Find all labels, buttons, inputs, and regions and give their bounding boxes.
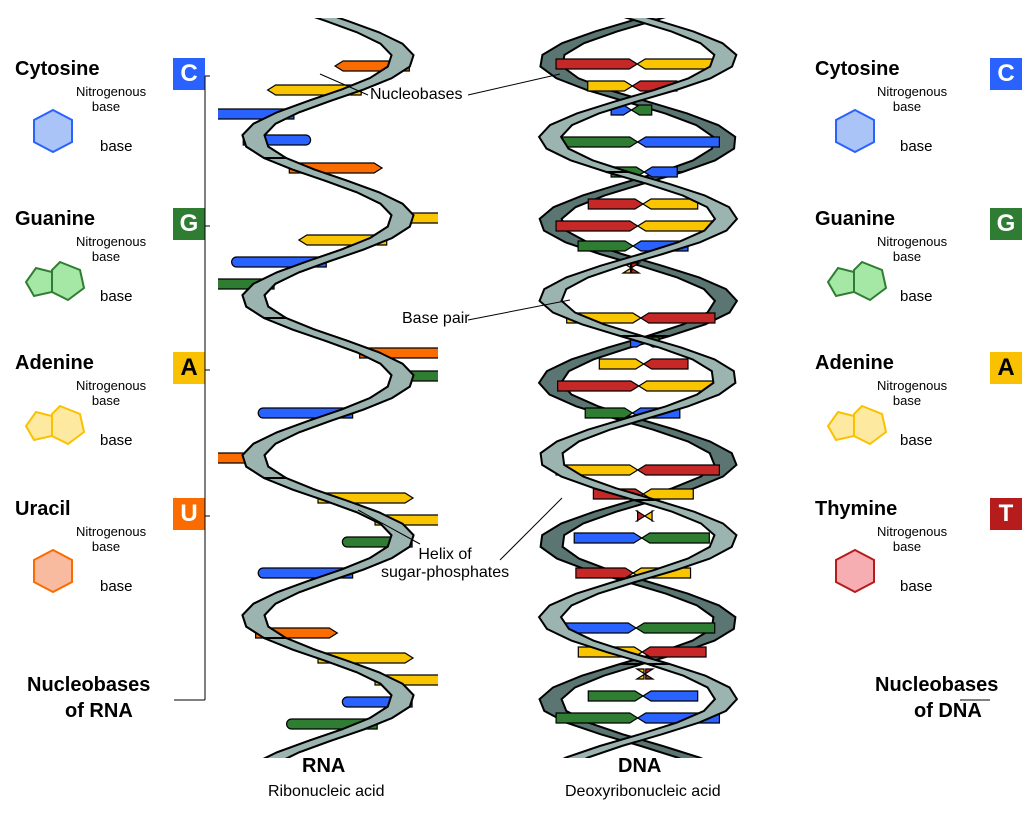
right-base-A-name: Adenine xyxy=(815,352,894,375)
rna-summary-1: Nucleobases xyxy=(27,674,150,697)
left-letter-U: U xyxy=(173,498,205,530)
annot-helix-rna: Helix of sugar-phosphates xyxy=(381,546,509,582)
left-mol-U xyxy=(28,546,78,601)
left-base-G-baselabel: base xyxy=(100,288,133,305)
dna-subtitle: Deoxyribonucleic acid xyxy=(565,783,721,801)
right-base-C-name: Cytosine xyxy=(815,58,899,81)
right-base-G-name: Guanine xyxy=(815,208,895,231)
right-base-G-baselabel: base xyxy=(900,288,933,305)
right-base-T-sub: Nitrogenousbase xyxy=(877,524,937,554)
rna-summary-2: of RNA xyxy=(65,700,133,723)
left-letter-C: C xyxy=(173,58,205,90)
right-mol-A xyxy=(820,400,892,455)
left-base-C-baselabel: base xyxy=(100,138,133,155)
left-base-U-name: Uracil xyxy=(15,498,71,521)
right-mol-G xyxy=(820,256,892,311)
right-letter-C: C xyxy=(990,58,1022,90)
dna-helix xyxy=(508,18,768,758)
right-letter-G: G xyxy=(990,208,1022,240)
left-mol-C xyxy=(28,106,78,161)
rna-subtitle: Ribonucleic acid xyxy=(268,783,385,801)
right-base-C-sub: Nitrogenousbase xyxy=(877,84,937,114)
right-base-T-baselabel: base xyxy=(900,578,933,595)
rna-title: RNA xyxy=(302,755,345,778)
dna-summary-2: of DNA xyxy=(914,700,982,723)
right-base-C-baselabel: base xyxy=(900,138,933,155)
right-mol-T xyxy=(830,546,880,601)
right-base-T-name: Thymine xyxy=(815,498,897,521)
right-letter-A: A xyxy=(990,352,1022,384)
dna-summary-1: Nucleobases xyxy=(875,674,998,697)
left-base-C-sub: Nitrogenousbase xyxy=(76,84,136,114)
annot-nucleobases: Nucleobases xyxy=(370,86,463,104)
left-base-A-baselabel: base xyxy=(100,432,133,449)
left-base-G-name: Guanine xyxy=(15,208,95,231)
left-base-U-sub: Nitrogenousbase xyxy=(76,524,136,554)
left-base-C-name: Cytosine xyxy=(15,58,99,81)
left-base-A-name: Adenine xyxy=(15,352,94,375)
annot-basepair: Base pair xyxy=(402,310,470,328)
left-letter-G: G xyxy=(173,208,205,240)
left-mol-A xyxy=(18,400,90,455)
dna-title: DNA xyxy=(618,755,661,778)
right-base-A-baselabel: base xyxy=(900,432,933,449)
left-mol-G xyxy=(18,256,90,311)
left-letter-A: A xyxy=(173,352,205,384)
right-mol-C xyxy=(830,106,880,161)
rna-helix xyxy=(218,18,438,758)
right-letter-T: T xyxy=(990,498,1022,530)
left-base-U-baselabel: base xyxy=(100,578,133,595)
